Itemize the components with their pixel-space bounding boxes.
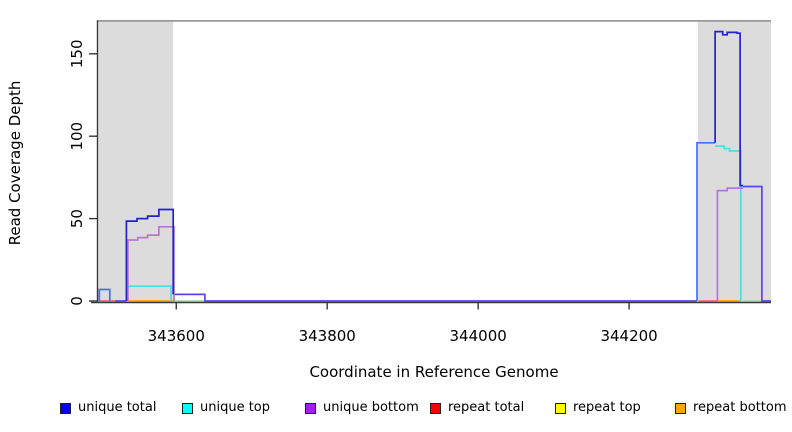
x-tick-label-344200: 344200 [600, 327, 657, 345]
x-axis-title: Coordinate in Reference Genome [309, 363, 559, 381]
series-unique-bottom-right [716, 187, 744, 301]
legend-item-repeat-total: repeat total [430, 400, 524, 416]
series-unique-total-right-peak [714, 30, 744, 187]
y-tick-label-150: 150 [68, 39, 86, 68]
shaded-region-right [697, 20, 771, 303]
y-tick-label-0: 0 [68, 296, 86, 306]
series-unique-total-top-overlap-left [98, 288, 111, 301]
legend-label: unique total [78, 400, 157, 415]
legend-label: unique top [200, 400, 271, 415]
legend-swatch-icon [675, 402, 686, 414]
legend-swatch-icon [555, 402, 566, 414]
legend-label: repeat total [448, 400, 525, 415]
x-tick-label-343800: 343800 [299, 327, 356, 345]
shaded-region-left [98, 20, 174, 303]
y-tick-label-100: 100 [68, 122, 86, 151]
series-unique-total-bottom-overlap-mid [173, 293, 697, 302]
legend-item-unique-bottom: unique bottom [305, 400, 419, 416]
series-unique-bottom-left [127, 225, 175, 301]
legend-swatch-icon [60, 402, 71, 414]
legend-item-unique-top: unique top [182, 400, 270, 416]
series-unique-top-left [126, 285, 172, 301]
x-tick-label-343600: 343600 [148, 327, 205, 345]
legend-label: repeat bottom [693, 400, 787, 415]
legend-label: unique bottom [323, 400, 419, 415]
legend-label: repeat top [573, 400, 641, 415]
x-tick-label-344000: 344000 [450, 327, 507, 345]
series-unique-total-top-overlap-right [696, 141, 716, 301]
legend-item-unique-total: unique total [60, 400, 156, 416]
series-unique-total-left-peak [125, 208, 175, 301]
series-unique-total-bottom-overlap-right [743, 185, 771, 302]
legend-item-repeat-top: repeat top [555, 400, 641, 416]
legend-swatch-icon [305, 402, 316, 414]
y-axis-title: Read Coverage Depth [6, 80, 24, 246]
y-tick-label-50: 50 [68, 209, 86, 228]
legend-item-repeat-bottom: repeat bottom [675, 400, 787, 416]
legend-swatch-icon [430, 402, 441, 414]
legend: unique total unique top unique bottom repea… [0, 400, 792, 420]
legend-swatch-icon [182, 402, 193, 414]
